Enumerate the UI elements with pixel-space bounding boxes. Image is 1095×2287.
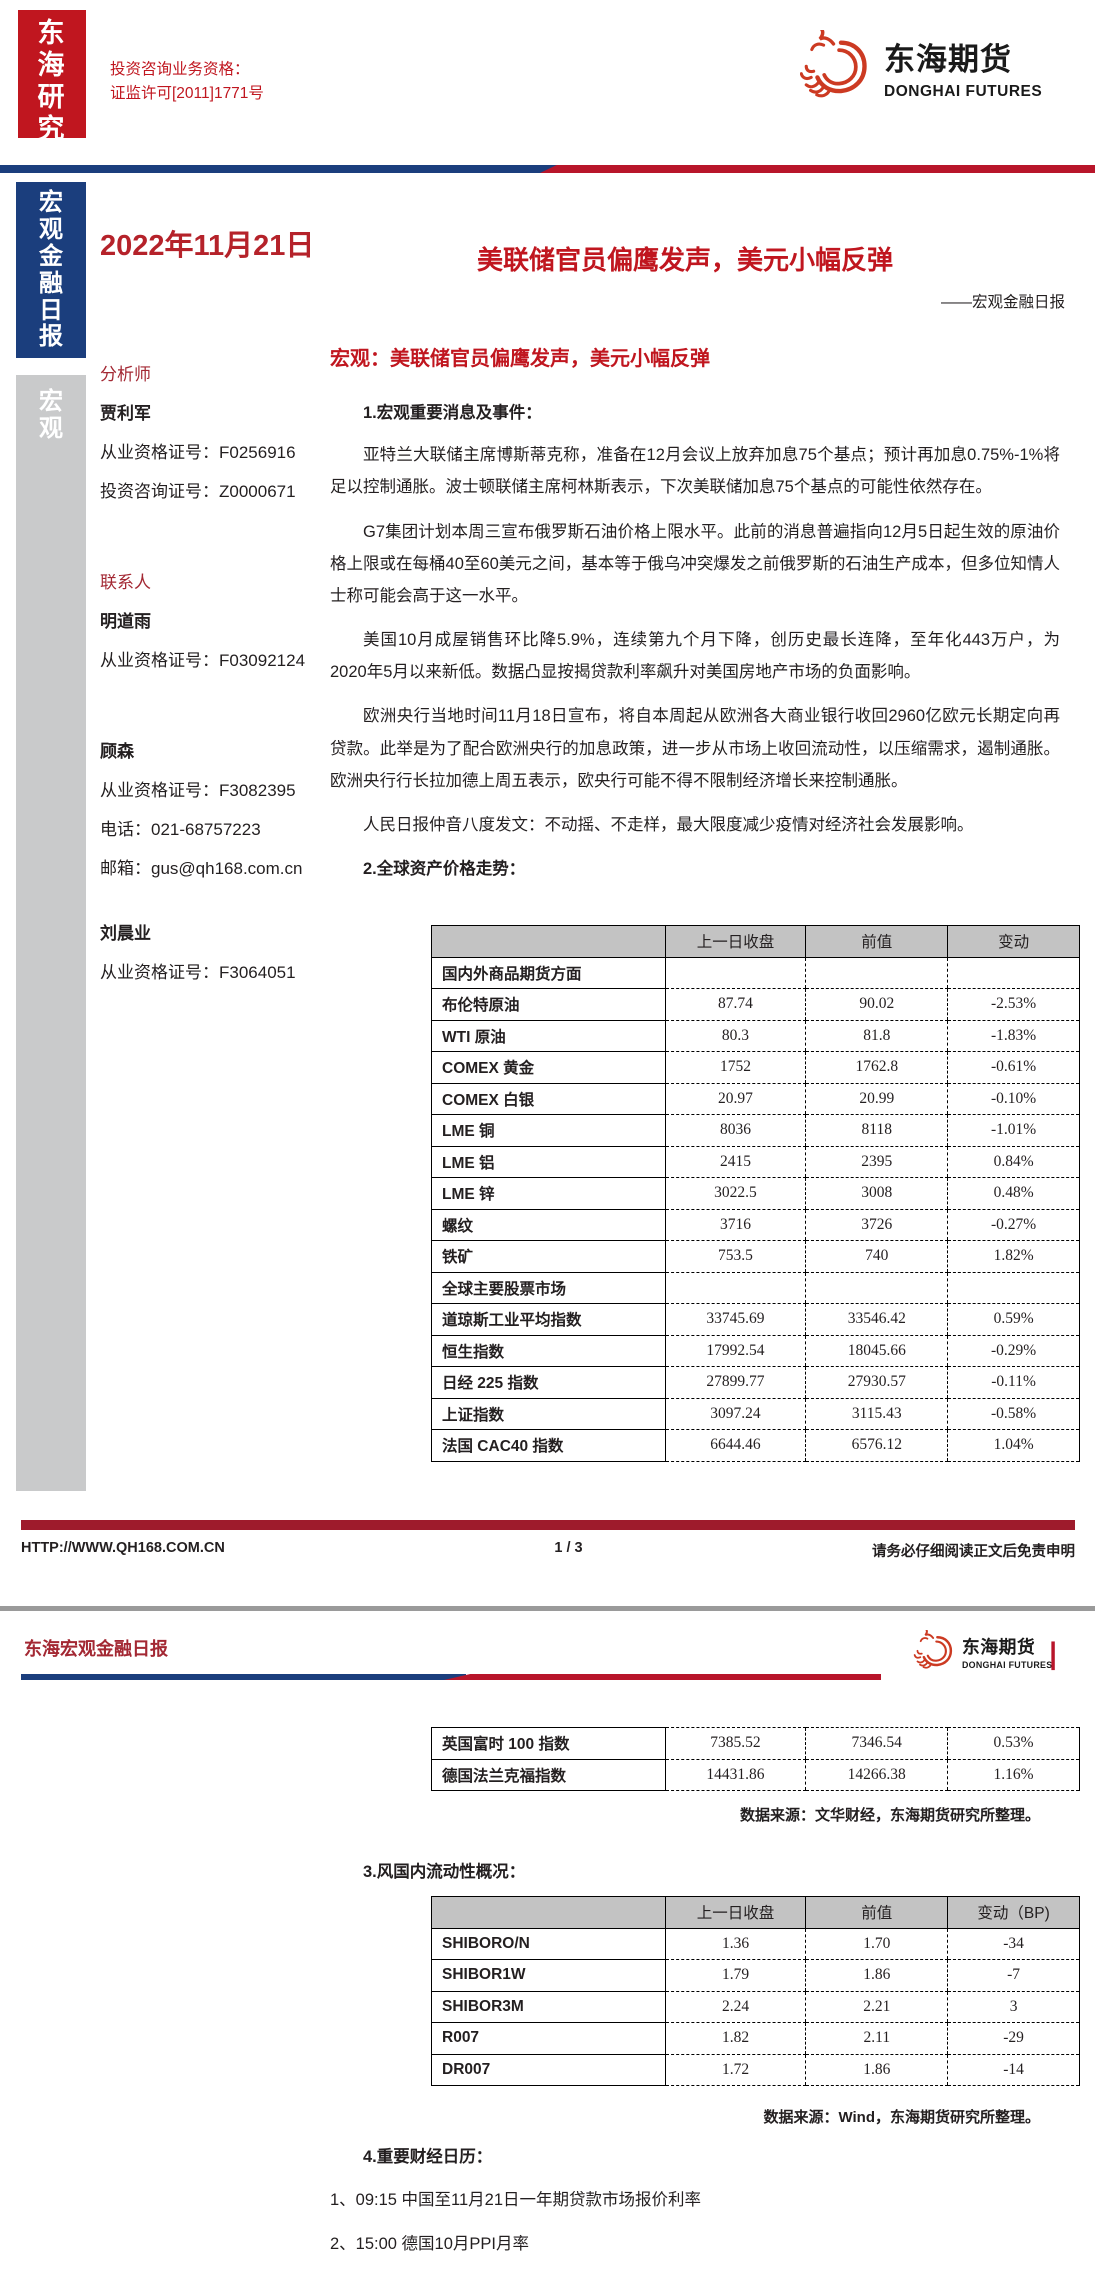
svg-text:DONGHAI FUTURES: DONGHAI FUTURES <box>884 83 1042 100</box>
svg-text:DONGHAI FUTURES: DONGHAI FUTURES <box>962 1660 1052 1670</box>
svg-text:东海期货: 东海期货 <box>884 42 1012 77</box>
svg-text:东海期货: 东海期货 <box>962 1636 1035 1657</box>
